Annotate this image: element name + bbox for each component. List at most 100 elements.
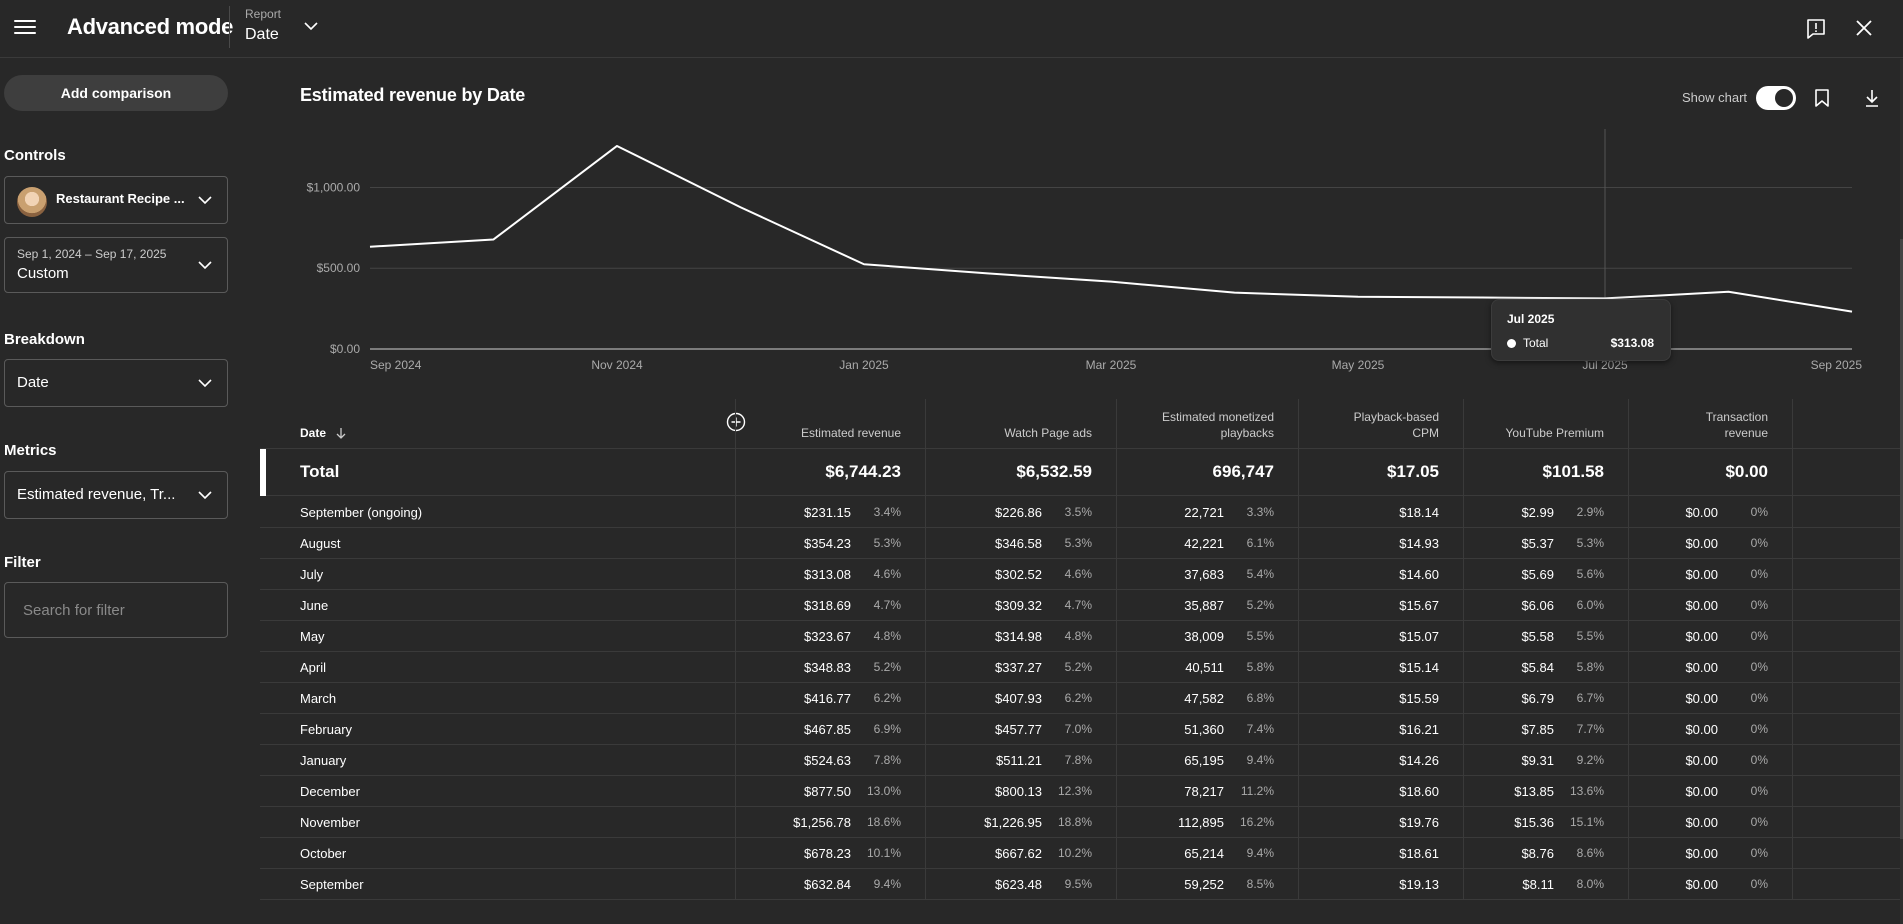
column-header[interactable]: Estimated monetized playbacks — [1162, 409, 1274, 441]
scrollbar-thumb[interactable] — [1900, 239, 1903, 839]
column-header[interactable]: Playback-based CPM — [1354, 409, 1439, 441]
column-header-line: Playback-based — [1353, 410, 1439, 424]
total-row: Total $6,744.23 $6,532.59 696,747 $17.05 $10… — [260, 449, 1903, 496]
cell-percentage: 12.3% — [1057, 784, 1092, 798]
chevron-down-icon — [198, 261, 212, 270]
bookmark-icon[interactable] — [1813, 88, 1831, 108]
row-label: April — [300, 660, 327, 675]
column-divider — [1628, 399, 1629, 899]
column-header-line: playbacks — [1220, 426, 1274, 440]
cell-value: $309.32 — [995, 598, 1042, 613]
cell-percentage: 0% — [1750, 567, 1768, 581]
date-range-value: Custom — [17, 265, 69, 282]
cell-value: 22,721 — [1184, 505, 1224, 520]
total-value: $17.05 — [1387, 462, 1439, 481]
add-comparison-button[interactable]: Add comparison — [4, 75, 228, 111]
cell-percentage: 5.3% — [873, 536, 901, 550]
avatar — [17, 187, 47, 217]
cell-percentage: 6.1% — [1246, 536, 1274, 550]
cell-percentage: 5.2% — [1064, 660, 1092, 674]
column-header-line: Estimated revenue — [800, 426, 901, 440]
feedback-icon[interactable] — [1805, 17, 1827, 39]
cell-value: 65,214 — [1184, 846, 1224, 861]
metrics-value: Estimated revenue, Tr... — [17, 486, 176, 503]
show-chart-toggle[interactable] — [1756, 86, 1796, 110]
table-row: June $318.69 4.7% $309.32 4.7% 35,887 5.2% $15.… — [260, 590, 1903, 621]
cell-value: $524.63 — [804, 753, 851, 768]
cell-percentage: 5.8% — [1576, 660, 1604, 674]
x-tick-label: May 2025 — [1332, 358, 1385, 372]
close-icon[interactable] — [1853, 17, 1875, 39]
cell-value: $13.85 — [1514, 784, 1554, 799]
cell-value: $407.93 — [995, 691, 1042, 706]
x-tick-label: Jul 2025 — [1582, 358, 1628, 372]
filter-search-input[interactable] — [4, 582, 228, 638]
date-range-dropdown[interactable]: Sep 1, 2024 – Sep 17, 2025 Custom — [4, 237, 228, 293]
cell-value: $2.99 — [1521, 505, 1554, 520]
arrow-down-icon — [336, 428, 346, 439]
main-panel: Estimated revenue by Date Show chart $0.… — [260, 59, 1903, 924]
cell-value: $14.26 — [1399, 753, 1439, 768]
column-header[interactable]: Estimated revenue — [801, 425, 901, 441]
table-row: September (ongoing) $231.15 3.4% $226.86 3.5… — [260, 497, 1903, 528]
cell-percentage: 6.2% — [873, 691, 901, 705]
metrics-label: Metrics — [4, 442, 57, 459]
cell-percentage: 0% — [1750, 598, 1768, 612]
cell-percentage: 9.4% — [873, 877, 901, 891]
cell-percentage: 8.5% — [1246, 877, 1274, 891]
column-divider — [1792, 399, 1793, 899]
cell-percentage: 13.0% — [866, 784, 901, 798]
row-label: December — [300, 784, 360, 799]
scrollbar[interactable] — [1900, 59, 1903, 924]
cell-value: $5.69 — [1521, 567, 1554, 582]
date-column-header[interactable]: Date — [300, 426, 347, 440]
date-header-label: Date — [300, 426, 327, 440]
cell-value: $0.00 — [1685, 722, 1718, 737]
table-row: October $678.23 10.1% $667.62 10.2% 65,214 9.4… — [260, 838, 1903, 869]
cell-percentage: 0% — [1750, 505, 1768, 519]
cell-value: 112,895 — [1177, 815, 1224, 830]
cell-percentage: 16.2% — [1239, 815, 1274, 829]
column-header-line: Transaction — [1705, 410, 1768, 424]
tooltip-title: Jul 2025 — [1507, 312, 1555, 326]
tooltip-value: $313.08 — [1610, 336, 1654, 350]
cell-percentage: 18.6% — [866, 815, 901, 829]
total-value: $6,532.59 — [1016, 462, 1092, 481]
cell-value: $231.15 — [804, 505, 851, 520]
row-label: March — [300, 691, 337, 706]
series-line-total[interactable] — [369, 144, 1853, 313]
cell-percentage: 5.5% — [1576, 629, 1604, 643]
report-picker[interactable]: Report Date — [245, 6, 335, 48]
column-header[interactable]: YouTube Premium — [1506, 425, 1605, 441]
cell-percentage: 2.9% — [1576, 505, 1604, 519]
x-tick-label: Mar 2025 — [1086, 358, 1137, 372]
cell-percentage: 6.8% — [1246, 691, 1274, 705]
cell-value: $511.21 — [995, 753, 1042, 768]
table-row: July $313.08 4.6% $302.52 4.6% 37,683 5.4% $14.… — [260, 559, 1903, 590]
cell-percentage: 8.6% — [1576, 846, 1604, 860]
cell-value: $15.36 — [1514, 815, 1554, 830]
total-value: 696,747 — [1212, 462, 1274, 481]
cell-percentage: 0% — [1750, 877, 1768, 891]
add-column-icon[interactable] — [726, 412, 746, 432]
divider — [229, 6, 230, 48]
menu-icon[interactable] — [14, 16, 36, 38]
column-header[interactable]: Watch Page ads — [1004, 425, 1092, 441]
column-header[interactable]: Transaction revenue — [1706, 409, 1768, 441]
total-value: $0.00 — [1725, 462, 1768, 481]
sidebar: Add comparison Controls Restaurant Recip… — [0, 59, 240, 924]
row-label: February — [300, 722, 353, 737]
cell-value: $0.00 — [1685, 536, 1718, 551]
cell-percentage: 10.1% — [866, 846, 901, 860]
line-chart[interactable]: $0.00 $500.00 $1,000.00 Sep 2024 Nov 2024 Jan… — [260, 119, 1900, 394]
download-icon[interactable] — [1863, 88, 1881, 108]
cell-percentage: 5.8% — [1246, 660, 1274, 674]
metrics-dropdown[interactable]: Estimated revenue, Tr... — [4, 471, 228, 519]
cell-percentage: 7.0% — [1064, 722, 1092, 736]
cell-value: $623.48 — [995, 877, 1042, 892]
channel-dropdown[interactable]: Restaurant Recipe ... — [4, 176, 228, 224]
y-tick-label: $500.00 — [317, 261, 361, 275]
breakdown-dropdown[interactable]: Date — [4, 359, 228, 407]
cell-percentage: 6.9% — [873, 722, 901, 736]
cell-value: $226.86 — [995, 505, 1042, 520]
